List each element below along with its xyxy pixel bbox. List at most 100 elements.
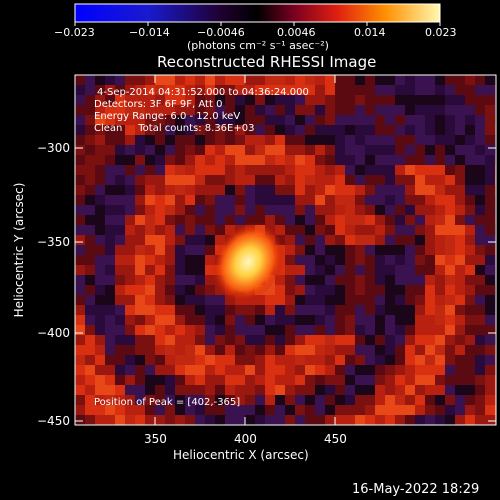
image-pixel — [215, 375, 225, 385]
image-pixel — [455, 265, 465, 275]
image-pixel — [145, 275, 155, 285]
image-pixel — [155, 195, 165, 205]
image-pixel — [125, 275, 135, 285]
image-pixel — [245, 125, 255, 135]
image-pixel — [465, 265, 475, 275]
image-pixel — [335, 275, 345, 285]
image-pixel — [225, 85, 235, 95]
image-pixel — [255, 205, 265, 215]
image-pixel — [195, 165, 205, 175]
image-pixel — [185, 205, 195, 215]
image-pixel — [485, 195, 495, 205]
colorbar-ticks — [74, 22, 441, 26]
image-pixel — [215, 165, 225, 175]
image-pixel — [95, 155, 105, 165]
image-pixel — [355, 275, 365, 285]
image-pixel — [145, 185, 155, 195]
image-pixel — [185, 355, 195, 365]
image-pixel — [375, 275, 385, 285]
image-pixel — [415, 195, 425, 205]
image-pixel — [335, 215, 345, 225]
image-pixel — [215, 175, 225, 185]
image-pixel — [95, 85, 105, 95]
image-pixel — [185, 345, 195, 355]
image-pixel — [395, 115, 405, 125]
image-pixel — [375, 405, 385, 415]
image-pixel — [355, 235, 365, 245]
image-pixel — [405, 335, 415, 345]
image-pixel — [245, 175, 255, 185]
image-pixel — [315, 85, 325, 95]
image-pixel — [95, 245, 105, 255]
image-pixel — [435, 405, 445, 415]
image-pixel — [405, 75, 415, 85]
image-pixel — [335, 305, 345, 315]
image-pixel — [385, 95, 395, 105]
image-pixel — [255, 385, 265, 395]
image-pixel — [355, 345, 365, 355]
image-pixel — [435, 135, 445, 145]
image-pixel — [425, 405, 435, 415]
image-pixel — [325, 175, 335, 185]
image-pixel — [95, 215, 105, 225]
image-pixel — [425, 255, 435, 265]
image-pixel — [285, 135, 295, 145]
image-pixel — [385, 345, 395, 355]
image-pixel — [205, 105, 215, 115]
image-pixel — [415, 415, 425, 425]
image-pixel — [415, 375, 425, 385]
image-pixel — [265, 105, 275, 115]
image-pixel — [195, 375, 205, 385]
image-pixel — [175, 95, 185, 105]
image-pixel — [215, 325, 225, 335]
image-pixel — [275, 295, 285, 305]
image-pixel — [175, 275, 185, 285]
image-pixel — [205, 265, 215, 275]
image-pixel — [485, 335, 495, 345]
image-pixel — [395, 385, 405, 395]
image-pixel — [405, 115, 415, 125]
image-pixel — [95, 195, 105, 205]
image-pixel — [75, 385, 85, 395]
image-pixel — [435, 305, 445, 315]
image-pixel — [225, 95, 235, 105]
image-pixel — [105, 265, 115, 275]
image-pixel — [325, 385, 335, 395]
image-pixel — [375, 265, 385, 275]
image-pixel — [165, 405, 175, 415]
image-pixel — [455, 155, 465, 165]
image-pixel — [415, 165, 425, 175]
image-pixel — [255, 395, 265, 405]
image-pixel — [325, 335, 335, 345]
image-pixel — [305, 125, 315, 135]
image-pixel — [195, 95, 205, 105]
image-pixel — [425, 215, 435, 225]
image-pixel — [295, 225, 305, 235]
image-pixel — [285, 365, 295, 375]
image-pixel — [425, 265, 435, 275]
image-pixel — [105, 405, 115, 415]
image-pixel — [295, 155, 305, 165]
image-pixel — [255, 125, 265, 135]
image-pixel — [355, 95, 365, 105]
image-pixel — [75, 115, 85, 125]
image-pixel — [425, 345, 435, 355]
x-tick-label: 450 — [324, 432, 347, 446]
image-pixel — [245, 105, 255, 115]
image-pixel — [155, 235, 165, 245]
image-pixel — [225, 385, 235, 395]
image-pixel — [225, 295, 235, 305]
image-pixel — [105, 305, 115, 315]
image-pixel — [485, 315, 495, 325]
image-pixel — [225, 115, 235, 125]
image-pixel — [315, 285, 325, 295]
image-pixel — [425, 105, 435, 115]
image-pixel — [215, 215, 225, 225]
y-axis-label: Heliocentric Y (arcsec) — [12, 182, 26, 318]
image-pixel — [235, 385, 245, 395]
image-pixel — [265, 85, 275, 95]
image-pixel — [155, 165, 165, 175]
image-pixel — [465, 145, 475, 155]
image-pixel — [465, 175, 475, 185]
image-pixel — [105, 355, 115, 365]
